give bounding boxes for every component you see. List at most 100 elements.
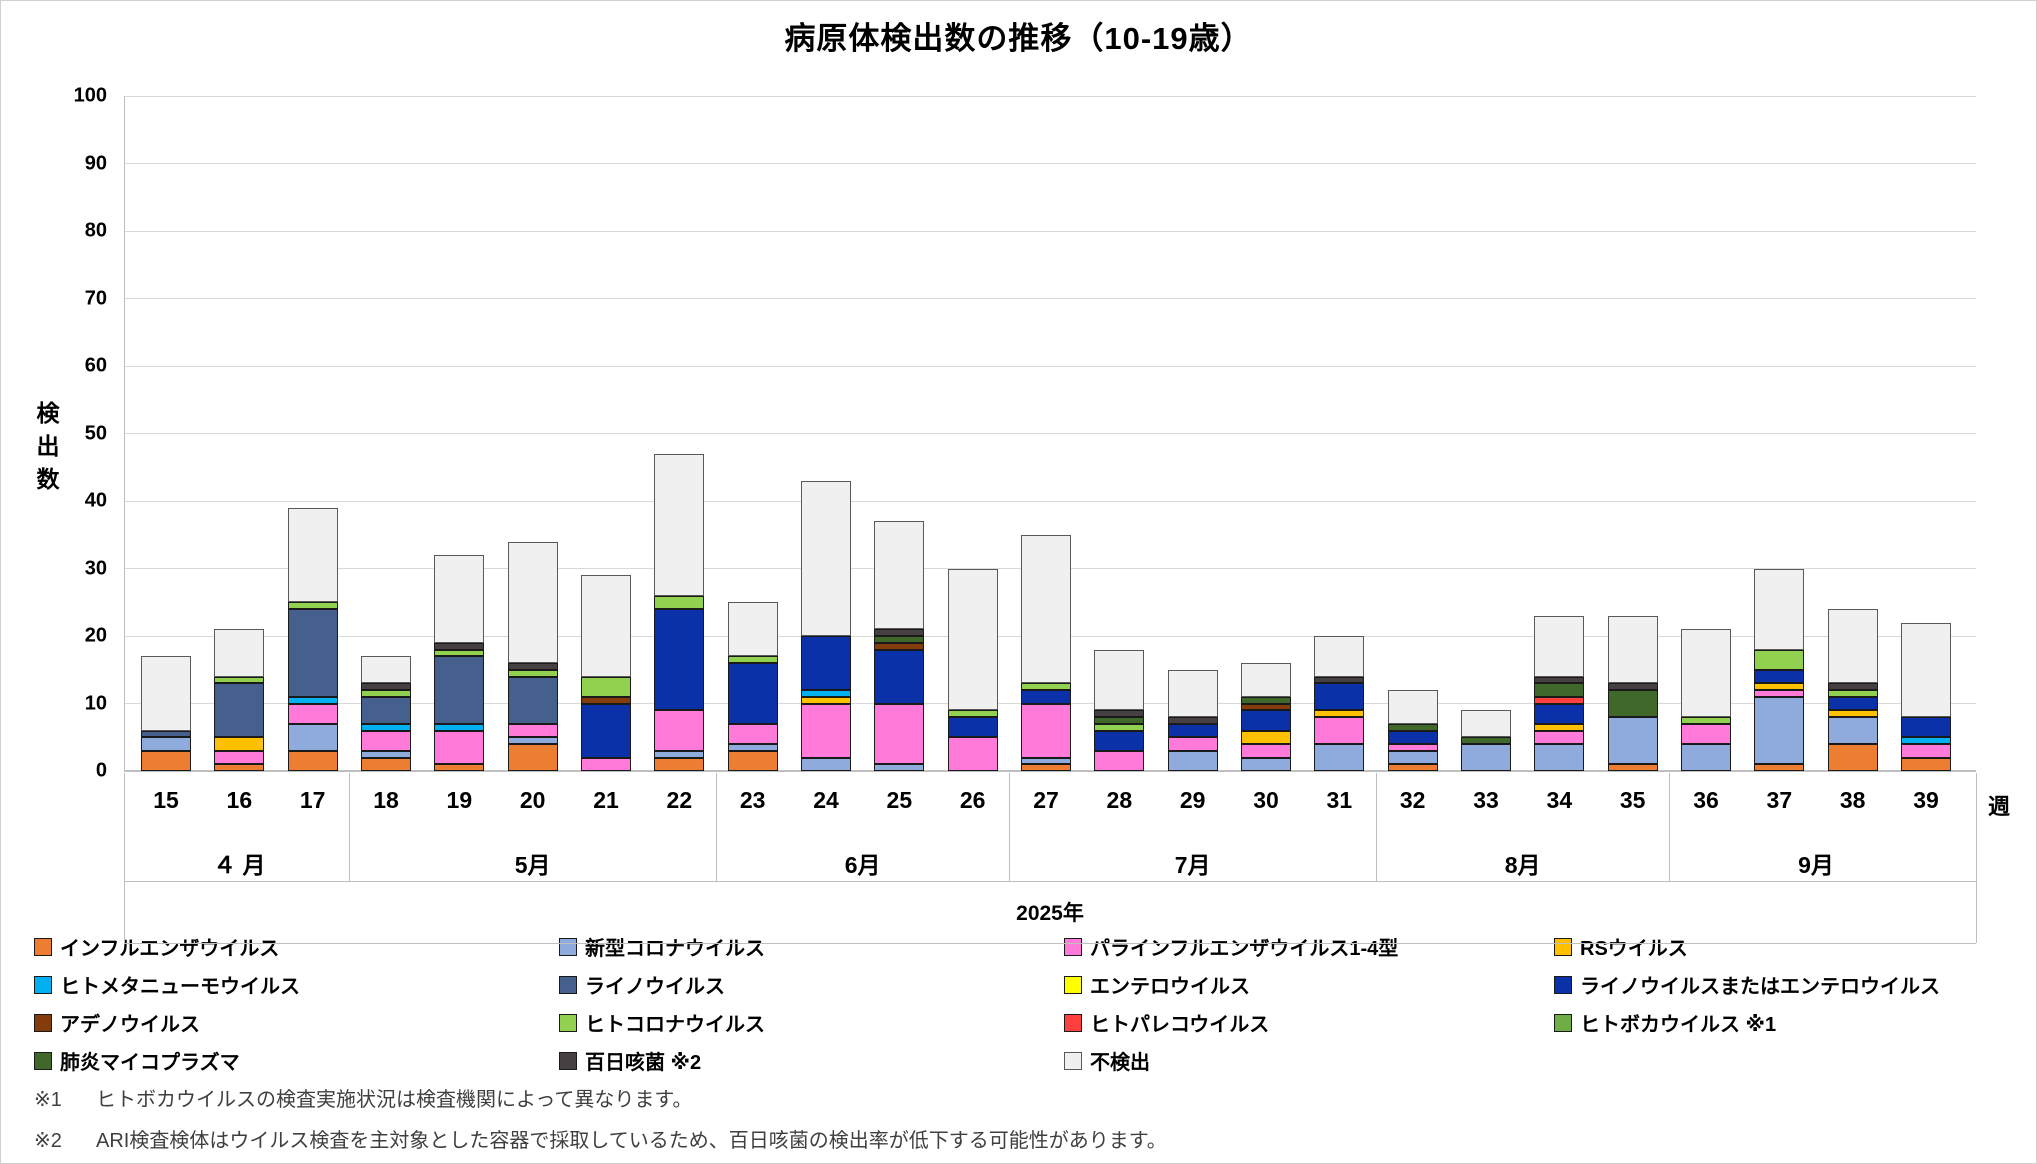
bar-segment-influenza-w20 xyxy=(507,744,558,771)
bar-segment-not-detected-w24 xyxy=(801,480,851,636)
y-axis-tick-label-70: 70 xyxy=(84,287,107,309)
legend-swatch-enterovirus xyxy=(1064,975,1082,994)
x-axis-week-label-38: 38 xyxy=(1839,787,1866,813)
bar-segment-parainfluenza-w20 xyxy=(507,723,558,738)
y-axis-tick-label-60: 60 xyxy=(84,354,107,377)
x-axis-month-label-23: 6月 xyxy=(844,852,881,878)
bar-segment-parainfluenza-w30 xyxy=(1241,744,1291,758)
bar-segment-rhino-or-entero-w29 xyxy=(1167,723,1218,738)
legend-swatch-rsv xyxy=(1554,937,1572,956)
gridline-40 xyxy=(124,500,1976,502)
x-axis-week-label-23: 23 xyxy=(739,787,766,813)
x-axis-line xyxy=(124,770,1976,772)
legend-label-adenovirus: アデノウイルス xyxy=(60,1014,200,1036)
x-axis-week-label-16: 16 xyxy=(226,787,253,813)
bar-segment-hcov-w22 xyxy=(654,595,705,609)
x-axis-week-label-24: 24 xyxy=(813,787,839,813)
y-axis-tick-label-100: 100 xyxy=(73,84,107,107)
bar-segment-mycoplasma-w32 xyxy=(1387,723,1438,731)
legend-swatch-rhino-or-entero xyxy=(1554,975,1572,994)
bar-segment-mycoplasma-w28 xyxy=(1094,717,1145,724)
bar-segment-rsv-w30 xyxy=(1241,730,1291,744)
legend-item-influenza: インフルエンザウイルス xyxy=(34,932,559,961)
bar-segment-rhino-or-entero-w21 xyxy=(581,703,631,758)
legend-swatch-hmpv xyxy=(34,975,52,994)
bar-segment-not-detected-w33 xyxy=(1461,710,1511,738)
bar-segment-parainfluenza-w37 xyxy=(1754,690,1805,697)
bar-segment-influenza-w23 xyxy=(727,750,778,771)
x-axis-week-label-15: 15 xyxy=(153,787,179,813)
legend-swatch-not-detected xyxy=(1064,1051,1082,1070)
x-axis-week-label-26: 26 xyxy=(959,787,986,813)
bar-segment-rhino-or-entero-w23 xyxy=(727,663,778,724)
x-axis-month-label-18: 5月 xyxy=(514,852,551,878)
bar-segment-influenza-w18 xyxy=(361,757,411,771)
bar-segment-adenovirus-w25 xyxy=(874,642,925,650)
bar-segment-rhino-or-entero-w24 xyxy=(801,636,851,690)
legend-label-rhinovirus: ライノウイルス xyxy=(585,976,725,998)
legend-swatch-parainfluenza xyxy=(1064,937,1082,956)
bar-segment-parainfluenza-w16 xyxy=(214,750,265,765)
bar-segment-hcov-w21 xyxy=(581,676,631,697)
legend-item-parechovirus: ヒトパレコウイルス xyxy=(1064,1008,1554,1037)
footnote-marker-1: ※1 xyxy=(34,1089,62,1111)
footnote-marker-2: ※2 xyxy=(34,1130,62,1152)
bar-segment-rhino-or-entero-w30 xyxy=(1241,710,1291,731)
legend-label-hcov: ヒトコロナウイルス xyxy=(585,1014,765,1036)
bar-segment-rhino-or-entero-w31 xyxy=(1314,683,1365,711)
y-axis-line xyxy=(124,96,125,771)
bar-segment-parainfluenza-w19 xyxy=(434,730,485,765)
bar-segment-parainfluenza-w36 xyxy=(1681,723,1731,744)
bar-segment-covid19-w23 xyxy=(727,744,778,751)
legend-label-mycoplasma: 肺炎マイコプラズマ xyxy=(60,1052,240,1074)
bar-segment-parainfluenza-w31 xyxy=(1314,717,1365,744)
bar-segment-mycoplasma-w35 xyxy=(1607,690,1658,717)
month-separator-5 xyxy=(1669,773,1671,881)
bar-segment-hmpv-w39 xyxy=(1901,737,1951,744)
x-axis-unit-label: 週 xyxy=(1988,794,2011,819)
bar-segment-covid19-w24 xyxy=(801,757,851,771)
legend-swatch-hcov xyxy=(559,1013,577,1032)
legend-item-rhinovirus: ライノウイルス xyxy=(559,970,1064,999)
bar-segment-not-detected-w18 xyxy=(361,656,411,684)
axis-frame-right xyxy=(1976,773,1977,943)
legend-label-parainfluenza: パラインフルエンザウイルス1-4型 xyxy=(1090,938,1399,960)
bar-segment-covid19-w15 xyxy=(141,737,191,751)
x-axis-week-label-35: 35 xyxy=(1619,787,1646,813)
bar-segment-hmpv-w19 xyxy=(434,723,485,731)
legend-label-enterovirus: エンテロウイルス xyxy=(1090,976,1250,998)
bar-segment-not-detected-w19 xyxy=(434,555,485,643)
bar-segment-rhinovirus-w18 xyxy=(361,696,411,724)
legend-item-pertussis: 百日咳菌 ※2 xyxy=(559,1046,1064,1075)
x-axis-month-label-27: 7月 xyxy=(1174,852,1211,878)
bar-segment-hcov-w36 xyxy=(1681,717,1731,724)
x-axis-week-label-21: 21 xyxy=(593,787,619,813)
bar-segment-not-detected-w21 xyxy=(581,575,631,677)
bar-segment-parainfluenza-w27 xyxy=(1021,703,1071,758)
bar-segment-hcov-w27 xyxy=(1021,683,1071,690)
bar-segment-rhinovirus-w15 xyxy=(141,730,191,738)
legend-item-adenovirus: アデノウイルス xyxy=(34,1008,559,1037)
legend-item-hcov: ヒトコロナウイルス xyxy=(559,1008,1064,1037)
bar-segment-covid19-w31 xyxy=(1314,744,1365,771)
bar-segment-rsv-w31 xyxy=(1314,710,1365,717)
bar-segment-not-detected-w32 xyxy=(1387,690,1438,724)
bar-segment-pertussis-w31 xyxy=(1314,676,1365,684)
bar-segment-covid19-w17 xyxy=(287,723,338,751)
x-axis-week-label-28: 28 xyxy=(1106,787,1133,813)
bar-segment-parainfluenza-w17 xyxy=(287,703,338,724)
y-axis-tick-label-40: 40 xyxy=(84,489,107,512)
bar-segment-pertussis-w29 xyxy=(1167,717,1218,724)
month-separator-3 xyxy=(1009,773,1011,881)
bar-segment-mycoplasma-w25 xyxy=(874,636,925,643)
bar-segment-not-detected-w15 xyxy=(141,656,191,731)
legend-swatch-mycoplasma xyxy=(34,1051,52,1070)
bar-segment-parainfluenza-w28 xyxy=(1094,750,1145,771)
legend-swatch-bocavirus xyxy=(1554,1013,1572,1032)
legend-item-mycoplasma: 肺炎マイコプラズマ xyxy=(34,1046,559,1075)
footnotes: ※1 ヒトボカウイルスの検査実施状況は検査機関によって異なります。 ※2 ARI検査検… xyxy=(34,1083,1167,1163)
bar-segment-influenza-w27 xyxy=(1021,764,1071,771)
bar-segment-not-detected-w30 xyxy=(1241,663,1291,697)
legend-label-not-detected: 不検出 xyxy=(1090,1052,1150,1074)
bar-segment-hmpv-w24 xyxy=(801,690,851,697)
